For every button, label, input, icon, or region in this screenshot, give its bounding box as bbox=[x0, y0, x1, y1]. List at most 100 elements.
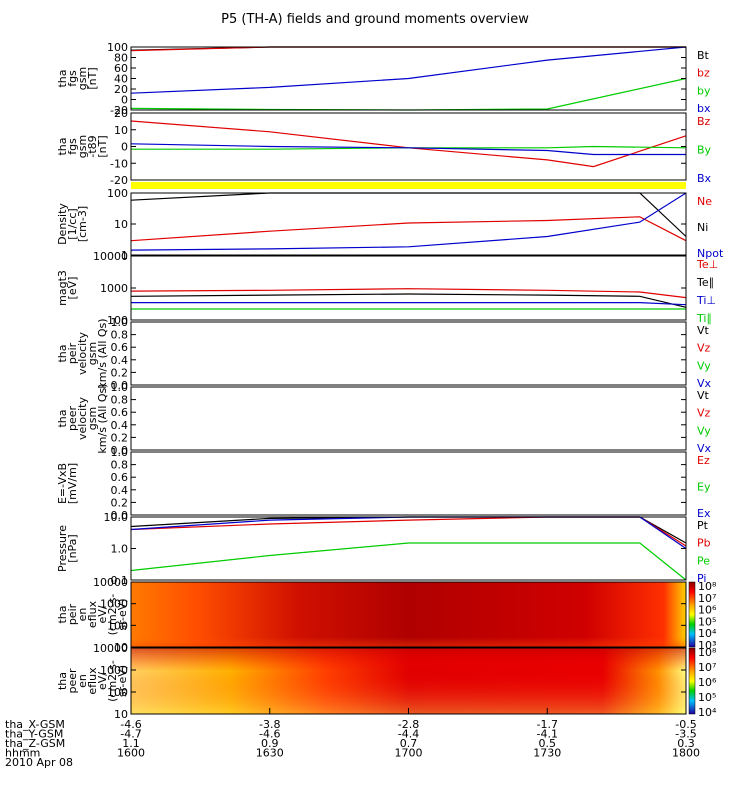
ytick-label: 0.4 bbox=[111, 484, 129, 497]
ylabel-line: (cm2-s- bbox=[106, 594, 119, 636]
ytick-label: 1000 bbox=[100, 598, 128, 611]
xaxis-value: 0.3 bbox=[677, 737, 695, 750]
legend-ve-2: Vy bbox=[697, 424, 711, 437]
ylabel-line: tha bbox=[56, 605, 69, 623]
ytick-label: 1.0 bbox=[111, 381, 129, 394]
ylabel-line: E=-VxB bbox=[56, 463, 69, 504]
xaxis-value: 1700 bbox=[395, 747, 423, 760]
series-density-ne bbox=[130, 216, 687, 242]
ytick-label: 0.2 bbox=[111, 496, 129, 509]
electron-colorbar bbox=[688, 647, 696, 715]
ylabel-line: gsm bbox=[86, 407, 99, 430]
ytick-label: 80 bbox=[114, 52, 128, 65]
legend-fgs-2: by bbox=[697, 84, 711, 97]
ion-spectrogram-shade bbox=[131, 582, 686, 647]
colorbar-label: 10⁷ bbox=[698, 661, 716, 674]
ytick-label: 0.8 bbox=[111, 329, 129, 342]
colorbar-label: 10³ bbox=[698, 639, 716, 652]
xaxis-value: -4.7 bbox=[120, 728, 141, 741]
ytick-label: 1000 bbox=[100, 664, 128, 677]
legend-vi-3: Vx bbox=[697, 377, 712, 390]
series-density-ni bbox=[130, 192, 687, 237]
xaxis-value: 0.7 bbox=[400, 737, 418, 750]
ylabel-line: Pressure bbox=[56, 525, 69, 572]
series-fgs-dsl-by bbox=[131, 145, 687, 150]
ylabel-line: sr-eV) bbox=[116, 598, 129, 630]
ytick-label: 10 bbox=[114, 218, 128, 231]
ytick-label: 0.6 bbox=[111, 341, 129, 354]
ylabel-line: tha bbox=[56, 672, 69, 690]
ylabel-line: km/s (All Qs) bbox=[96, 318, 109, 388]
ylabel-line: peir bbox=[66, 603, 79, 625]
xaxis-value: 0.9 bbox=[261, 737, 279, 750]
xaxis-value: 1630 bbox=[256, 747, 284, 760]
ylabel-line: peer bbox=[66, 406, 79, 432]
legend-fgs-dsl-0: Bz bbox=[697, 115, 711, 128]
ytick-label: 10 bbox=[114, 708, 128, 721]
ytick-label: -10 bbox=[110, 157, 128, 170]
ytick-label: 0 bbox=[121, 141, 128, 154]
ytick-label: 1.0 bbox=[111, 316, 129, 329]
ytick-label: 0.4 bbox=[111, 354, 129, 367]
legend-temp-0: Te⊥ bbox=[696, 258, 718, 271]
ytick-label: 0.2 bbox=[111, 431, 129, 444]
legend-efield-0: Ez bbox=[697, 454, 710, 467]
ytick-label: 10000 bbox=[93, 576, 128, 589]
ylabel-line: tha bbox=[56, 409, 69, 427]
xaxis-value: -3.8 bbox=[259, 718, 280, 731]
ytick-label: 0.0 bbox=[111, 509, 129, 522]
ytick-label: 100 bbox=[107, 686, 128, 699]
panel-frame-density bbox=[130, 192, 687, 256]
legend-temp-1: Te∥ bbox=[696, 276, 714, 289]
panel-frame-temp bbox=[130, 255, 687, 321]
ylabel-line: [1/cc] bbox=[66, 208, 79, 239]
ylabel-line: eV/ bbox=[96, 672, 109, 690]
xaxis-value: -4.6 bbox=[259, 728, 280, 741]
ytick-label: 1 bbox=[121, 249, 128, 262]
legend-efield-1: Ey bbox=[697, 481, 711, 494]
panel-frame-ion-spec bbox=[130, 581, 687, 648]
ytick-label: -20 bbox=[110, 174, 128, 187]
xaxis-row-label: hhmm bbox=[5, 747, 40, 760]
legend-fgs-dsl-1: By bbox=[697, 144, 712, 157]
ytick-label: 20 bbox=[114, 107, 128, 120]
legend-density-0: Ne bbox=[697, 195, 712, 208]
flag-bar bbox=[131, 182, 686, 189]
colorbar-label: 10⁴ bbox=[698, 706, 717, 719]
xaxis-value: 1800 bbox=[672, 747, 700, 760]
ylabel-line: gsm bbox=[86, 342, 99, 365]
ytick-label: 100 bbox=[107, 187, 128, 200]
series-density-npot bbox=[130, 192, 687, 251]
ytick-label: 100 bbox=[107, 41, 128, 54]
ytick-label: 0.0 bbox=[111, 444, 129, 457]
ytick-label: 0.1 bbox=[111, 574, 129, 587]
series-fgs-dsl-bx bbox=[130, 143, 686, 156]
legend-vi-0: Vt bbox=[697, 324, 710, 337]
ylabel-line: sr-eV) bbox=[116, 665, 129, 697]
ytick-label: 0.6 bbox=[111, 406, 129, 419]
ylabel-line: [mV/m] bbox=[66, 463, 79, 504]
ytick-label: 0.6 bbox=[111, 471, 129, 484]
xaxis-row-label: tha_Y-GSM bbox=[5, 728, 63, 741]
ylabel-line: km/s (All Qs) bbox=[96, 383, 109, 453]
ylabel-line: [nT] bbox=[96, 135, 109, 157]
ylabel-line: -t89 bbox=[86, 135, 99, 157]
ylabel-line: en bbox=[76, 608, 89, 622]
ytick-label: 0.8 bbox=[111, 394, 129, 407]
ytick-label: 1.0 bbox=[111, 543, 129, 556]
series-fgs-bx bbox=[130, 46, 687, 94]
ylabel-line: [nT] bbox=[86, 67, 99, 89]
ylabel-line: [nPa] bbox=[66, 534, 79, 562]
xaxis-value: 1.1 bbox=[122, 737, 140, 750]
xaxis-value: -4.1 bbox=[537, 728, 558, 741]
ylabel-line: velocity bbox=[76, 397, 89, 440]
ytick-label: 10 bbox=[114, 641, 128, 654]
electron-spectrogram-shade bbox=[131, 648, 686, 714]
ytick-label: 20 bbox=[114, 83, 128, 96]
legend-fgs-0: Bt bbox=[697, 49, 710, 62]
xaxis-value: -1.7 bbox=[537, 718, 558, 731]
series-pressure-pt bbox=[130, 516, 687, 544]
xaxis-row-label: tha_X-GSM bbox=[5, 718, 65, 731]
ytick-label: 10 bbox=[114, 124, 128, 137]
colorbar-label: 10⁴ bbox=[698, 627, 717, 640]
